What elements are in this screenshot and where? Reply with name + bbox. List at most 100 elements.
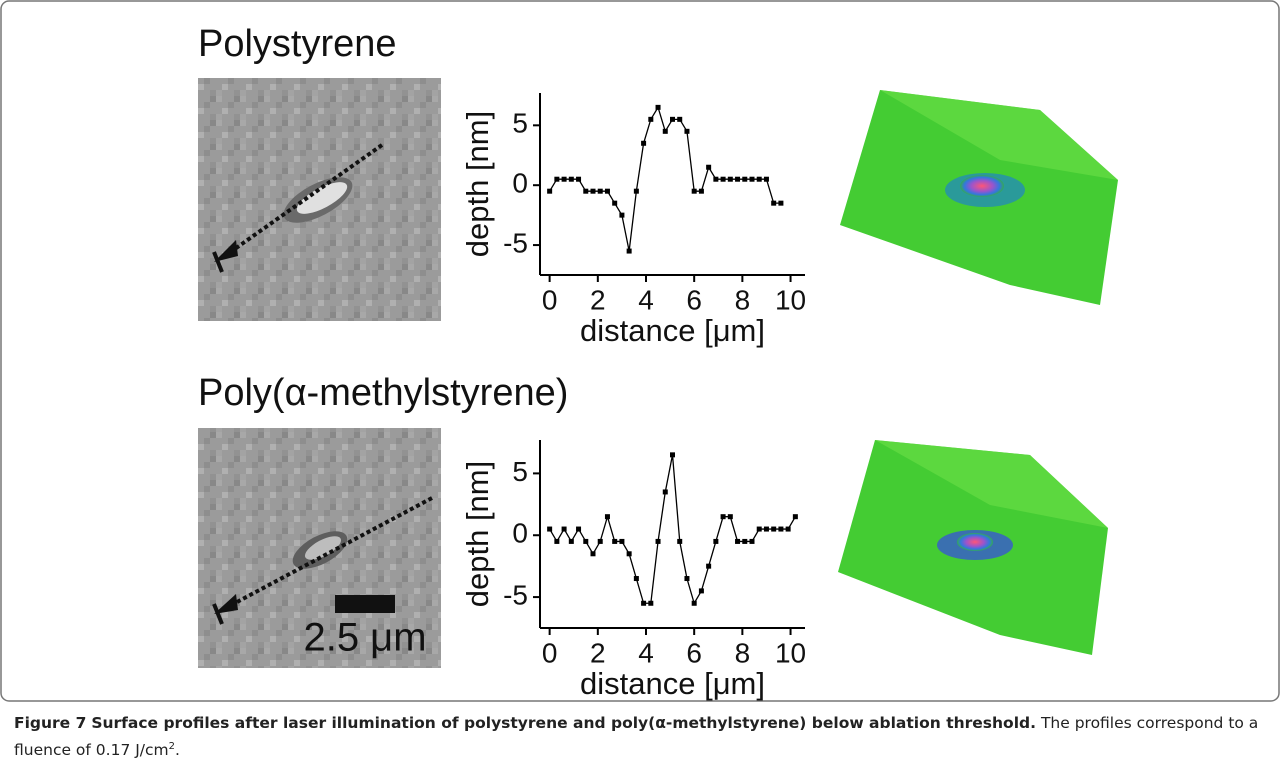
data-point bbox=[662, 489, 668, 495]
x-tick-label: 10 bbox=[775, 637, 806, 668]
data-point bbox=[713, 538, 719, 544]
data-point bbox=[583, 188, 589, 194]
figure: Polystyrene Poly(α-methylstyrene) 2.5 μm… bbox=[0, 0, 1280, 702]
y-axis-label: depth [nm] bbox=[460, 461, 495, 607]
data-point bbox=[568, 538, 574, 544]
y-tick-label: -5 bbox=[503, 227, 528, 258]
data-point bbox=[727, 176, 733, 182]
data-point bbox=[641, 600, 647, 606]
data-point bbox=[792, 514, 798, 520]
x-axis-label: distance [μm] bbox=[580, 666, 765, 701]
data-point bbox=[670, 116, 675, 122]
data-point bbox=[756, 176, 762, 182]
x-tick-label: 4 bbox=[638, 637, 654, 668]
surface-3d bbox=[838, 440, 1108, 655]
caption-sup: 2 bbox=[168, 741, 176, 752]
x-tick-label: 0 bbox=[542, 637, 558, 668]
data-point bbox=[691, 188, 697, 194]
y-tick-label: -5 bbox=[503, 579, 528, 610]
data-point bbox=[706, 164, 712, 170]
data-point bbox=[763, 526, 769, 532]
x-tick-label: 0 bbox=[542, 284, 558, 315]
x-tick-label: 6 bbox=[686, 284, 702, 315]
caption: Figure 7 Surface profiles after laser il… bbox=[14, 712, 1264, 762]
data-point bbox=[547, 526, 553, 532]
data-point bbox=[626, 551, 632, 557]
data-point bbox=[771, 526, 777, 532]
x-tick-label: 10 bbox=[775, 284, 806, 315]
data-point bbox=[655, 538, 661, 544]
micrograph bbox=[198, 78, 441, 321]
data-point bbox=[576, 176, 582, 182]
data-point bbox=[691, 600, 697, 606]
data-point bbox=[568, 176, 574, 182]
y-tick-label: 0 bbox=[512, 168, 528, 199]
data-point bbox=[785, 526, 791, 532]
data-point bbox=[771, 200, 777, 206]
data-point bbox=[590, 551, 596, 557]
data-point bbox=[604, 188, 610, 194]
data-point bbox=[756, 526, 762, 532]
micrograph: 2.5 μm bbox=[198, 428, 441, 668]
data-point bbox=[742, 176, 748, 182]
y-tick-label: 5 bbox=[512, 108, 528, 139]
data-point bbox=[677, 116, 683, 122]
data-point bbox=[641, 140, 647, 146]
data-point bbox=[655, 104, 661, 110]
data-point bbox=[583, 538, 589, 544]
data-point bbox=[698, 188, 704, 194]
data-point bbox=[561, 526, 567, 532]
data-point bbox=[597, 538, 603, 544]
data-point bbox=[720, 176, 726, 182]
data-point bbox=[698, 588, 704, 594]
data-point bbox=[633, 188, 639, 194]
surface-3d bbox=[840, 90, 1118, 305]
data-point bbox=[742, 538, 748, 544]
data-point bbox=[720, 514, 726, 520]
caption-end: . bbox=[175, 741, 180, 760]
data-point bbox=[662, 128, 668, 134]
data-point bbox=[749, 176, 755, 182]
data-point bbox=[684, 576, 690, 582]
data-point bbox=[619, 212, 625, 218]
data-point bbox=[684, 128, 690, 134]
data-point bbox=[626, 248, 632, 254]
y-axis-label: depth [nm] bbox=[460, 111, 495, 257]
data-point bbox=[619, 538, 625, 544]
data-point bbox=[604, 514, 610, 520]
data-point bbox=[561, 176, 567, 182]
data-point bbox=[597, 188, 603, 194]
x-tick-label: 6 bbox=[686, 637, 702, 668]
data-point bbox=[735, 176, 741, 182]
data-point bbox=[677, 538, 683, 544]
frame bbox=[0, 0, 1280, 702]
data-point bbox=[763, 176, 769, 182]
panel-title: Poly(α-methylstyrene) bbox=[198, 372, 568, 414]
data-point bbox=[576, 526, 582, 532]
data-point bbox=[648, 116, 654, 122]
data-point bbox=[778, 526, 784, 532]
caption-text: The profiles correspond to a fluence of … bbox=[14, 714, 1259, 760]
data-point bbox=[727, 514, 733, 520]
data-point bbox=[778, 200, 784, 206]
data-point bbox=[735, 538, 741, 544]
x-tick-label: 8 bbox=[735, 284, 751, 315]
data-point bbox=[633, 576, 639, 582]
data-point bbox=[713, 176, 719, 182]
data-point bbox=[554, 176, 560, 182]
caption-title: Surface profiles after laser illuminatio… bbox=[91, 714, 1036, 732]
data-point bbox=[670, 452, 675, 458]
caption-label: Figure 7 bbox=[14, 714, 87, 732]
x-axis-label: distance [μm] bbox=[580, 313, 765, 348]
scale-bar-label: 2.5 μm bbox=[303, 616, 426, 660]
data-point bbox=[590, 188, 596, 194]
panel-title: Polystyrene bbox=[198, 23, 397, 65]
x-tick-label: 2 bbox=[590, 637, 606, 668]
x-tick-label: 2 bbox=[590, 284, 606, 315]
data-point bbox=[749, 538, 755, 544]
data-point bbox=[612, 538, 618, 544]
y-tick-label: 5 bbox=[512, 456, 528, 487]
data-point bbox=[706, 563, 712, 569]
x-tick-label: 8 bbox=[735, 637, 751, 668]
